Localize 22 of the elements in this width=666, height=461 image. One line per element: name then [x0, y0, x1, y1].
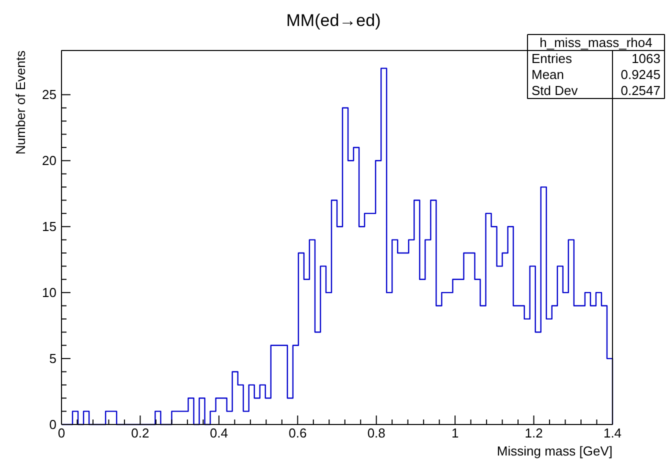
- x-tick-label: 0.8: [367, 426, 386, 440]
- annotation: Entries: [532, 51, 572, 66]
- y-tick-label: 5: [49, 351, 57, 366]
- x-tick-label: 1.2: [524, 426, 543, 440]
- y-tick-label: 10: [42, 285, 57, 300]
- y-axis-title: Number of Events: [13, 50, 28, 155]
- annotation: Std Dev: [532, 83, 578, 98]
- x-tick-label: 0.6: [288, 426, 307, 440]
- x-axis-title: Missing mass [GeV]: [496, 444, 613, 458]
- x-tick-label: 1.4: [603, 426, 622, 440]
- text: 0.2547: [620, 83, 661, 98]
- y-tick-label: 20: [42, 153, 57, 168]
- text: h_miss_mass_rho4: [540, 35, 652, 50]
- text: 0.9245: [620, 67, 661, 82]
- annotation: Mean: [532, 67, 564, 82]
- y-tick-label: 25: [42, 87, 57, 102]
- y-tick-label: 15: [42, 219, 57, 234]
- text: 1063: [632, 51, 660, 66]
- x-tick-label: 0.2: [131, 426, 150, 440]
- chart-title: MM(ed→ed): [286, 11, 381, 30]
- x-tick-label: 1: [451, 426, 459, 440]
- x-tick-label: 0.4: [210, 426, 228, 440]
